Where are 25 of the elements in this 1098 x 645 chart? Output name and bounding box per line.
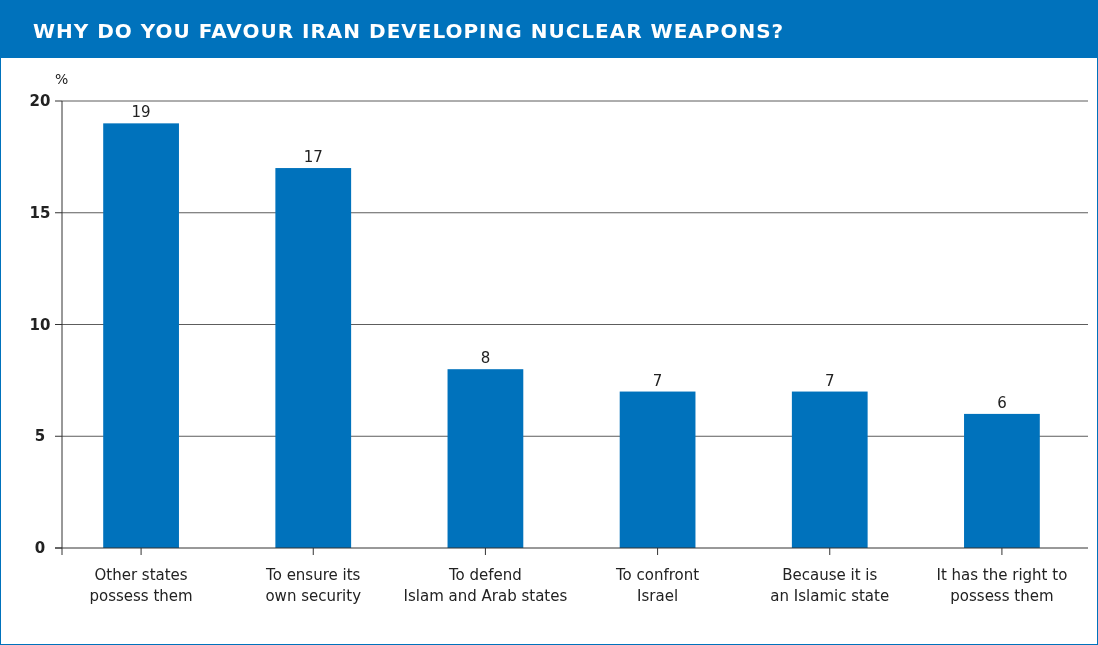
bar (964, 413, 1040, 548)
bar (619, 391, 696, 548)
data-label: 17 (303, 148, 323, 167)
data-label: 7 (824, 371, 835, 390)
bar (791, 391, 868, 548)
y-axis-title: % (55, 71, 69, 87)
x-tick-label: Other states possess them (89, 566, 193, 605)
y-tick-label: 10 (29, 315, 51, 334)
x-tick-label: To confront Israel (614, 566, 700, 605)
y-tick-label: 0 (34, 539, 46, 557)
x-tick-label: To defend Islam and Arab states (403, 566, 568, 605)
x-tick-label: Because it is an Islamic state (770, 566, 890, 605)
y-tick-label: 5 (34, 427, 46, 446)
bar (103, 123, 179, 548)
bar (447, 369, 524, 548)
x-tick-label: It has the right to possess them (936, 566, 1068, 605)
bar (275, 168, 352, 548)
data-label: 19 (131, 103, 151, 122)
x-tick-label: To ensure its own security (265, 566, 362, 605)
chart-title: WHY DO YOU FAVOUR IRAN DEVELOPING NUCLEAR WEAPONS? (33, 19, 785, 43)
y-tick-label: 20 (29, 92, 51, 110)
data-label: 7 (652, 371, 663, 390)
data-label: 6 (997, 393, 1007, 412)
y-tick-label: 15 (29, 203, 51, 222)
data-label: 8 (480, 349, 491, 368)
